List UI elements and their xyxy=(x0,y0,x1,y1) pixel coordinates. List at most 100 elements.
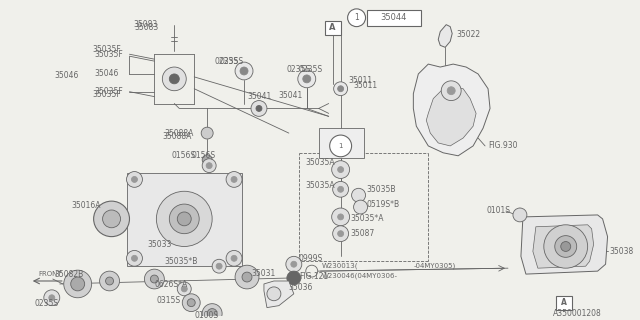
Circle shape xyxy=(106,277,113,285)
Circle shape xyxy=(177,212,191,226)
Circle shape xyxy=(44,290,60,306)
Circle shape xyxy=(182,294,200,312)
Text: 0626S*A: 0626S*A xyxy=(154,280,188,289)
Bar xyxy=(556,296,572,309)
Circle shape xyxy=(201,127,213,139)
Circle shape xyxy=(561,242,571,252)
Circle shape xyxy=(298,70,316,88)
Circle shape xyxy=(181,286,188,292)
Text: 35035F: 35035F xyxy=(95,50,124,59)
Circle shape xyxy=(338,214,344,220)
Text: -04MY0305): -04MY0305) xyxy=(413,263,456,269)
Circle shape xyxy=(102,210,120,228)
Circle shape xyxy=(70,277,84,291)
Polygon shape xyxy=(521,215,607,274)
Circle shape xyxy=(170,74,179,84)
Circle shape xyxy=(231,177,237,182)
Text: FRONT: FRONT xyxy=(38,271,61,277)
Text: 35088A: 35088A xyxy=(164,129,194,138)
Text: 35035A: 35035A xyxy=(306,181,335,190)
Circle shape xyxy=(235,265,259,289)
Text: W230013(: W230013( xyxy=(322,263,358,269)
Text: 35031: 35031 xyxy=(251,268,275,278)
Polygon shape xyxy=(264,281,294,308)
Polygon shape xyxy=(319,128,364,158)
Circle shape xyxy=(555,236,577,257)
Circle shape xyxy=(291,261,297,267)
Text: 35041: 35041 xyxy=(247,92,271,101)
Circle shape xyxy=(242,272,252,282)
Text: 0235S: 0235S xyxy=(287,65,311,74)
Circle shape xyxy=(544,225,588,268)
Text: 35016A: 35016A xyxy=(72,201,101,210)
Circle shape xyxy=(231,255,237,261)
Text: A350001208: A350001208 xyxy=(553,309,602,318)
Circle shape xyxy=(206,163,212,169)
Circle shape xyxy=(156,191,212,246)
Text: FIG.930: FIG.930 xyxy=(488,141,518,150)
Text: 35041: 35041 xyxy=(279,91,303,100)
Circle shape xyxy=(127,251,143,266)
Text: 0235S: 0235S xyxy=(299,65,323,74)
Circle shape xyxy=(235,62,253,80)
Text: 1: 1 xyxy=(339,143,343,149)
Text: 35035B: 35035B xyxy=(367,185,396,194)
Text: 35082B: 35082B xyxy=(55,269,84,279)
Text: 0999S: 0999S xyxy=(299,254,323,263)
Circle shape xyxy=(353,200,367,214)
Bar xyxy=(127,172,242,266)
Circle shape xyxy=(513,208,527,222)
Polygon shape xyxy=(438,25,452,47)
Circle shape xyxy=(338,86,344,92)
Circle shape xyxy=(49,295,55,301)
Circle shape xyxy=(202,304,222,320)
Circle shape xyxy=(163,67,186,91)
Circle shape xyxy=(338,186,344,192)
Circle shape xyxy=(216,263,222,269)
Text: 0100S: 0100S xyxy=(194,311,218,320)
Text: FIG.121: FIG.121 xyxy=(299,272,328,281)
Circle shape xyxy=(338,167,344,172)
Bar xyxy=(324,21,340,35)
Circle shape xyxy=(330,135,351,157)
Circle shape xyxy=(447,87,455,95)
Polygon shape xyxy=(426,87,476,146)
Text: 35036: 35036 xyxy=(289,284,313,292)
Text: 35046: 35046 xyxy=(55,71,79,80)
Circle shape xyxy=(64,270,92,298)
Text: 0235S: 0235S xyxy=(219,57,243,66)
Circle shape xyxy=(351,188,365,202)
Circle shape xyxy=(100,271,120,291)
Circle shape xyxy=(286,256,302,272)
Polygon shape xyxy=(413,64,490,156)
Text: 35044: 35044 xyxy=(380,13,406,22)
Circle shape xyxy=(441,81,461,100)
Circle shape xyxy=(240,67,248,75)
Text: 35035F: 35035F xyxy=(95,87,124,96)
Circle shape xyxy=(332,161,349,179)
Circle shape xyxy=(333,226,349,242)
Text: 35035F: 35035F xyxy=(93,90,122,99)
Text: 35035F: 35035F xyxy=(93,45,122,54)
Circle shape xyxy=(145,269,164,289)
Bar xyxy=(367,10,421,26)
Circle shape xyxy=(287,271,301,285)
Circle shape xyxy=(131,255,138,261)
Circle shape xyxy=(93,201,129,236)
Circle shape xyxy=(177,282,191,296)
Text: 0156S: 0156S xyxy=(172,151,195,160)
Text: 35046: 35046 xyxy=(95,69,119,78)
Circle shape xyxy=(332,208,349,226)
Circle shape xyxy=(333,82,348,96)
Text: 35088A: 35088A xyxy=(163,132,192,140)
Circle shape xyxy=(333,181,349,197)
Text: 0519S*B: 0519S*B xyxy=(367,200,399,209)
Text: 35083: 35083 xyxy=(134,20,157,29)
Polygon shape xyxy=(533,225,594,268)
Circle shape xyxy=(202,155,212,165)
Text: 0315S: 0315S xyxy=(156,296,180,305)
Text: 35035*B: 35035*B xyxy=(164,257,198,266)
Circle shape xyxy=(207,308,217,318)
Text: 35035A: 35035A xyxy=(306,158,335,167)
Text: 0235S: 0235S xyxy=(214,57,238,66)
